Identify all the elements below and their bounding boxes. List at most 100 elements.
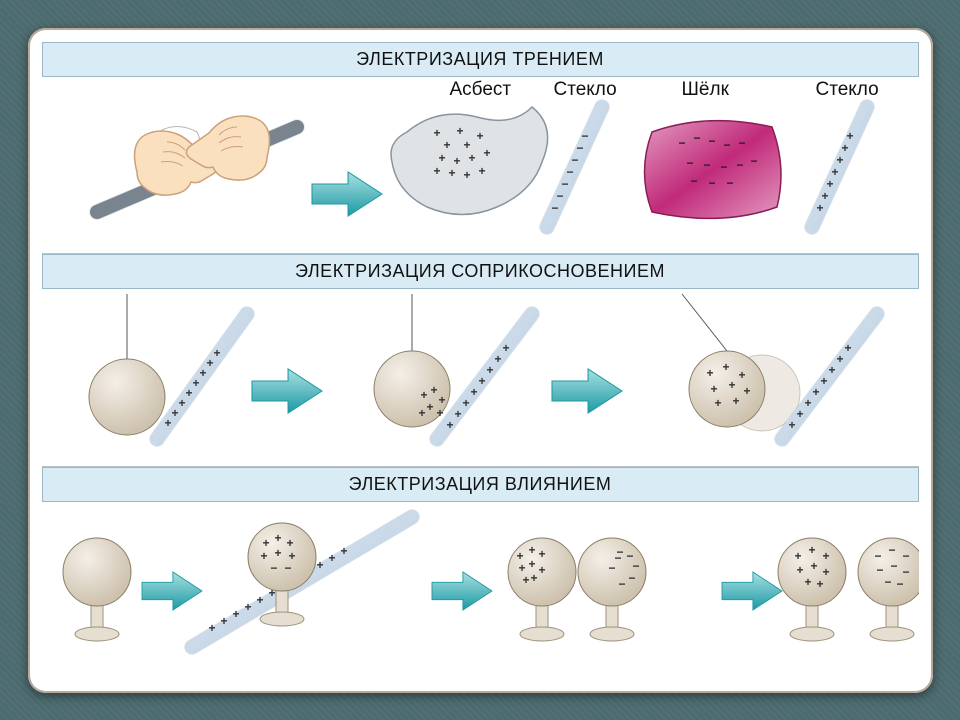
svg-text:+: + (260, 549, 267, 563)
svg-text:−: − (581, 129, 588, 143)
svg-text:+: + (538, 563, 545, 577)
svg-text:−: − (561, 177, 568, 191)
svg-text:+: + (538, 547, 545, 561)
svg-text:+: + (796, 407, 803, 421)
svg-text:+: + (836, 352, 843, 366)
svg-text:+: + (836, 153, 843, 167)
svg-text:+: + (340, 544, 347, 558)
svg-text:+: + (710, 382, 717, 396)
svg-text:−: − (708, 176, 715, 190)
svg-text:+: + (438, 393, 445, 407)
svg-text:+: + (476, 129, 483, 143)
svg-text:+: + (463, 168, 470, 182)
svg-text:+: + (478, 164, 485, 178)
svg-text:+: + (528, 557, 535, 571)
svg-text:+: + (522, 573, 529, 587)
svg-text:−: − (614, 551, 621, 565)
row1-svg: +++++++++++++−−−−−−−−−−−−−−−−−−−−+++++++ (42, 77, 919, 254)
svg-text:+: + (244, 600, 251, 614)
svg-text:+: + (478, 374, 485, 388)
svg-text:+: + (171, 406, 178, 420)
svg-text:−: − (888, 543, 895, 557)
svg-text:−: − (750, 154, 757, 168)
svg-text:+: + (831, 165, 838, 179)
svg-text:+: + (714, 396, 721, 410)
svg-text:−: − (884, 575, 891, 589)
svg-text:+: + (274, 531, 281, 545)
svg-text:−: − (896, 577, 903, 591)
svg-text:+: + (433, 126, 440, 140)
content-card: ЭЛЕКТРИЗАЦИЯ ТРЕНИЕМ Асбест Стекло Шёлк … (28, 28, 933, 693)
svg-text:+: + (821, 189, 828, 203)
svg-text:+: + (812, 385, 819, 399)
row-friction: Асбест Стекло Шёлк Стекло +++++++++++++−… (42, 77, 919, 255)
svg-text:+: + (804, 396, 811, 410)
svg-text:+: + (178, 396, 185, 410)
svg-text:+: + (256, 593, 263, 607)
svg-text:+: + (433, 164, 440, 178)
svg-text:+: + (185, 386, 192, 400)
svg-text:+: + (828, 363, 835, 377)
svg-text:+: + (443, 138, 450, 152)
svg-text:−: − (723, 138, 730, 152)
svg-text:+: + (728, 378, 735, 392)
svg-text:−: − (678, 136, 685, 150)
svg-text:+: + (483, 146, 490, 160)
svg-text:+: + (418, 406, 425, 420)
header-induction: ЭЛЕКТРИЗАЦИЯ ВЛИЯНИЕМ (42, 467, 919, 502)
svg-text:−: − (686, 156, 693, 170)
svg-text:−: − (738, 136, 745, 150)
svg-text:+: + (841, 141, 848, 155)
svg-text:+: + (528, 543, 535, 557)
svg-text:−: − (556, 189, 563, 203)
svg-text:+: + (732, 394, 739, 408)
svg-text:+: + (738, 368, 745, 382)
svg-text:+: + (462, 396, 469, 410)
row-contact: ++++++++++++++++++++++++++++++++++++++ (42, 289, 919, 467)
svg-text:+: + (530, 571, 537, 585)
svg-text:+: + (232, 607, 239, 621)
svg-text:+: + (468, 151, 475, 165)
svg-text:+: + (316, 558, 323, 572)
svg-text:−: − (690, 174, 697, 188)
svg-text:+: + (426, 400, 433, 414)
svg-text:+: + (206, 356, 213, 370)
svg-text:+: + (220, 614, 227, 628)
svg-text:+: + (286, 536, 293, 550)
svg-text:+: + (438, 151, 445, 165)
svg-text:−: − (902, 549, 909, 563)
svg-text:−: − (902, 565, 909, 579)
svg-text:+: + (844, 341, 851, 355)
svg-text:+: + (328, 551, 335, 565)
svg-text:+: + (164, 416, 171, 430)
svg-text:−: − (270, 561, 277, 575)
svg-text:+: + (262, 536, 269, 550)
svg-text:+: + (810, 559, 817, 573)
svg-text:+: + (436, 406, 443, 420)
header-contact: ЭЛЕКТРИЗАЦИЯ СОПРИКОСНОВЕНИЕМ (42, 254, 919, 289)
header-friction: ЭЛЕКТРИЗАЦИЯ ТРЕНИЕМ (42, 42, 919, 77)
svg-text:+: + (274, 546, 281, 560)
svg-text:+: + (494, 352, 501, 366)
svg-text:+: + (430, 383, 437, 397)
svg-text:+: + (456, 124, 463, 138)
row-induction: ++++++++−−−−−−−++++++++−−−−−−−−+++++++++… (42, 502, 919, 679)
svg-text:+: + (743, 384, 750, 398)
svg-text:+: + (706, 366, 713, 380)
svg-text:+: + (502, 341, 509, 355)
svg-text:−: − (571, 153, 578, 167)
svg-text:−: − (720, 160, 727, 174)
svg-text:+: + (199, 366, 206, 380)
row2-svg: ++++++++++++++++++++++++++++++++++++++ (42, 289, 919, 466)
svg-text:+: + (192, 376, 199, 390)
svg-text:−: − (551, 201, 558, 215)
svg-text:+: + (788, 418, 795, 432)
svg-text:+: + (208, 621, 215, 635)
svg-text:+: + (826, 177, 833, 191)
svg-text:+: + (470, 385, 477, 399)
svg-text:+: + (463, 138, 470, 152)
row3-svg: ++++++++−−−−−−−++++++++−−−−−−−−+++++++++… (42, 502, 919, 679)
svg-text:−: − (736, 158, 743, 172)
svg-text:+: + (816, 201, 823, 215)
svg-text:+: + (722, 360, 729, 374)
